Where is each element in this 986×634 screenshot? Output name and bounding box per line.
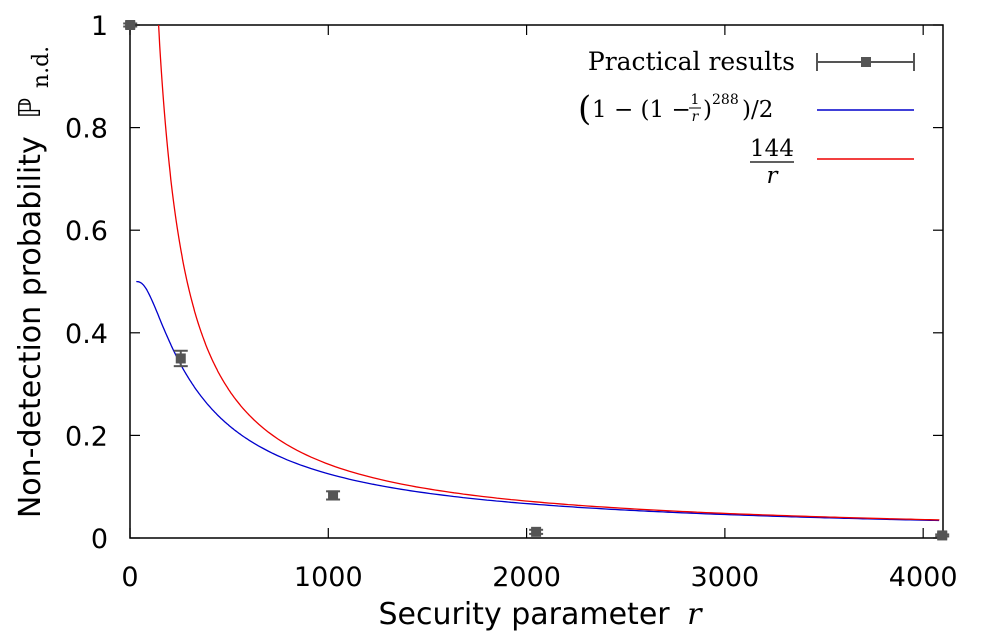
- legend: Practical results ( 1 − (1 − 1 r ) 288 )…: [578, 47, 915, 189]
- y-tick-label-4: 0.8: [65, 114, 108, 145]
- x-axis-label-var: r: [687, 597, 703, 632]
- y-axis-label-subscript: n.d.: [29, 46, 54, 88]
- svg-text:r: r: [692, 109, 700, 125]
- svg-text:144: 144: [750, 136, 794, 162]
- errorbar-layer: [123, 20, 950, 541]
- y-tick-label-1: 0.2: [65, 421, 108, 452]
- y-tick-labels: 0 0.2 0.4 0.6 0.8 1: [65, 11, 108, 555]
- data-point-3: [529, 526, 544, 537]
- svg-text:r: r: [767, 163, 780, 189]
- y-axis-label: Non-detection probability ℙ n.d.: [13, 46, 54, 518]
- svg-text:288: 288: [712, 92, 739, 108]
- x-axis-label-text: Security parameter: [379, 597, 671, 632]
- x-tick-label-3: 3000: [691, 562, 760, 593]
- x-axis-label: Security parameter r: [379, 597, 704, 632]
- x-tick-label-0: 0: [121, 562, 138, 593]
- svg-text:1 − (1 −: 1 − (1 −: [592, 97, 691, 123]
- y-axis-label-text: Non-detection probability: [13, 136, 48, 518]
- data-point-1: [173, 349, 188, 368]
- y-axis-label-symbol: ℙ: [13, 98, 48, 119]
- legend-label-inverse: 144 r: [750, 136, 794, 189]
- plot-frame: [129, 24, 944, 539]
- y-tick-label-3: 0.6: [65, 216, 108, 247]
- data-point-0: [123, 20, 138, 30]
- x-tick-label-1: 1000: [294, 562, 363, 593]
- x-tick-label-4: 4000: [889, 562, 958, 593]
- legend-swatch-practical: [816, 53, 915, 71]
- data-point-4: [935, 530, 950, 541]
- data-point-2: [326, 490, 341, 501]
- y-tick-label-2: 0.4: [65, 319, 108, 350]
- y-tick-label-5: 1: [91, 11, 108, 42]
- svg-text:(: (: [578, 89, 591, 129]
- axis-ticks: [129, 24, 943, 539]
- svg-text:1: 1: [691, 92, 700, 108]
- legend-label-practical: Practical results: [588, 47, 795, 76]
- y-tick-label-0: 0: [91, 524, 108, 555]
- svg-text:)/2: )/2: [742, 97, 773, 123]
- curve-layer: [136, 25, 940, 522]
- series-line-1: [136, 280, 940, 522]
- svg-text:): ): [703, 97, 712, 123]
- x-tick-label-2: 2000: [492, 562, 561, 593]
- legend-label-formula-half: ( 1 − (1 − 1 r ) 288 )/2: [578, 89, 773, 129]
- series-line-2: [157, 25, 940, 521]
- x-tick-labels: 0 1000 2000 3000 4000: [121, 562, 957, 593]
